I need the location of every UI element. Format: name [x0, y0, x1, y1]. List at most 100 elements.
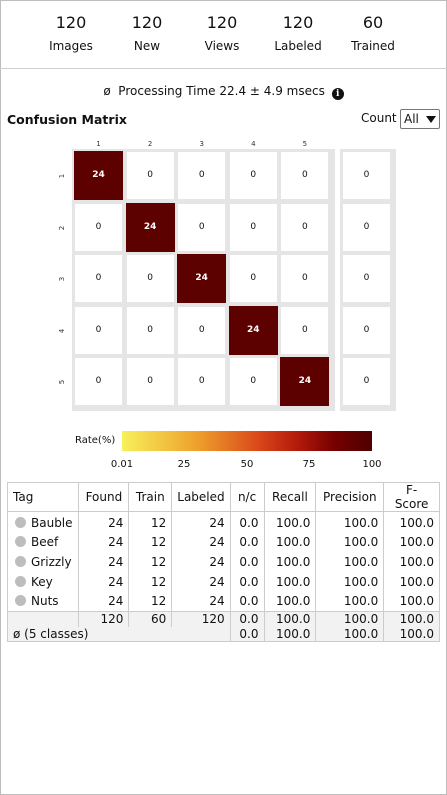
precision-cell: 100.0 — [315, 511, 385, 532]
matrix-cell[interactable]: 0 — [178, 203, 226, 251]
matrix-cell[interactable]: 0 — [126, 255, 174, 303]
tag-cell: Nuts — [6, 591, 80, 612]
total-precision: 100.0 — [315, 611, 385, 627]
found-cell: 24 — [78, 571, 130, 592]
count-filter-select[interactable]: All — [400, 109, 440, 129]
matrix-cell[interactable]: 24 — [177, 254, 227, 304]
labeled-cell: 24 — [171, 531, 231, 552]
precision-cell: 100.0 — [315, 551, 385, 572]
total-labeled: 120 — [171, 611, 231, 627]
matrix-cell[interactable]: 0 — [75, 203, 122, 251]
table-row[interactable]: Beef 24 12 24 0.0 100.0 100.0 100.0 — [6, 531, 440, 552]
tag-cell: Key — [6, 571, 80, 592]
tag-cell: Grizzly — [6, 551, 80, 572]
tag-name: Grizzly — [31, 554, 72, 569]
stat-value: 120 — [55, 13, 87, 32]
matrix-cell[interactable]: 24 — [125, 202, 175, 252]
tag-color-dot — [15, 535, 26, 547]
matrix-cell[interactable]: 0 — [75, 358, 122, 406]
total-nc: 0.0 — [229, 611, 265, 627]
tag-name: Key — [31, 574, 53, 589]
matrix-separator — [335, 149, 340, 411]
caret-down-icon — [426, 116, 436, 123]
matrix-cell[interactable]: 0 — [229, 255, 277, 303]
column-header-found[interactable]: Found — [78, 482, 130, 512]
labeled-cell: 24 — [171, 511, 231, 532]
nc-cell: 0.0 — [229, 571, 265, 592]
stat-label: Labeled — [274, 39, 322, 53]
stat-label: Images — [49, 39, 93, 53]
colorbar-tick: 100 — [362, 459, 382, 470]
precision-cell: 100.0 — [315, 571, 385, 592]
matrix-cell[interactable]: 0 — [281, 306, 329, 354]
tag-color-dot — [15, 595, 26, 607]
metrics-table: Tag Found Train Labeled n/c Recall Preci… — [6, 482, 440, 642]
table-row[interactable]: Bauble 24 12 24 0.0 100.0 100.0 100.0 — [6, 511, 440, 532]
count-label: Count — [361, 111, 397, 125]
tag-name: Nuts — [31, 594, 59, 609]
row-index-label: 2 — [58, 225, 66, 230]
column-header-tag[interactable]: Tag — [6, 482, 80, 512]
table-row[interactable]: Grizzly 24 12 24 0.0 100.0 100.0 100.0 — [6, 551, 440, 572]
column-index-label: 5 — [302, 140, 308, 148]
tag-name: Bauble — [31, 515, 73, 530]
row-index-label: 4 — [58, 328, 66, 334]
labeled-cell: 24 — [171, 571, 231, 592]
matrix-cell[interactable]: 0 — [281, 203, 329, 251]
stats-bar: 120 Images 120 New 120 Views 120 Labeled… — [0, 13, 447, 55]
matrix-cell[interactable]: 0 — [281, 255, 329, 303]
info-icon[interactable]: i — [331, 88, 344, 100]
column-header-nc[interactable]: n/c — [229, 482, 265, 512]
precision-cell: 100.0 — [315, 531, 385, 552]
header-divider — [0, 68, 447, 69]
colorbar-tick: 25 — [177, 459, 191, 470]
row-index-label: 3 — [58, 276, 66, 282]
unmatched-cell[interactable]: 0 — [343, 152, 390, 199]
colorbar-gradient — [122, 431, 372, 451]
table-row[interactable]: Nuts 24 12 24 0.0 100.0 100.0 100.0 — [6, 591, 440, 612]
matrix-cell[interactable]: 0 — [126, 358, 174, 406]
average-label: ø (5 classes) — [7, 626, 231, 642]
confusion-matrix-title: Confusion Matrix — [7, 112, 127, 127]
matrix-cell[interactable]: 24 — [74, 151, 123, 200]
select-value: All — [404, 112, 419, 126]
table-row[interactable]: Key 24 12 24 0.0 100.0 100.0 100.0 — [6, 571, 440, 592]
matrix-cell[interactable]: 0 — [178, 306, 226, 354]
found-cell: 24 — [78, 551, 130, 572]
column-header-precision[interactable]: Precision — [315, 482, 385, 512]
unmatched-cell[interactable]: 0 — [343, 306, 390, 354]
matrix-cell[interactable]: 0 — [229, 358, 277, 406]
matrix-cell[interactable]: 24 — [280, 357, 330, 407]
matrix-cell[interactable]: 0 — [229, 203, 277, 251]
matrix-cell[interactable]: 0 — [75, 255, 122, 303]
unmatched-cell[interactable]: 0 — [343, 358, 390, 406]
column-index-label: 1 — [96, 140, 101, 148]
matrix-cell[interactable]: 0 — [126, 306, 174, 354]
total-train: 60 — [128, 611, 173, 627]
avg-precision: 100.0 — [315, 626, 385, 642]
processing-time-text: Processing Time 22.4 ± 4.9 msecs — [118, 84, 325, 98]
table-header-row: Tag Found Train Labeled n/c Recall Preci… — [6, 482, 440, 512]
column-header-recall[interactable]: Recall — [263, 482, 317, 512]
matrix-cell[interactable]: 0 — [281, 152, 329, 199]
found-cell: 24 — [78, 591, 130, 612]
column-header-labeled[interactable]: Labeled — [171, 482, 231, 512]
stat-value: 120 — [206, 13, 238, 32]
total-fscore: 100.0 — [383, 611, 440, 627]
stat-labeled: 120 Labeled — [258, 13, 338, 54]
recall-cell: 100.0 — [263, 511, 317, 532]
column-header-train[interactable]: Train — [128, 482, 173, 512]
tag-cell: Bauble — [6, 511, 80, 532]
matrix-cell[interactable]: 0 — [126, 152, 174, 199]
matrix-cell[interactable]: 24 — [228, 305, 278, 355]
matrix-cell[interactable]: 0 — [178, 358, 226, 406]
matrix-cell[interactable]: 0 — [178, 152, 226, 199]
unmatched-cell[interactable]: 0 — [343, 255, 390, 303]
tag-color-dot — [15, 555, 26, 567]
unmatched-cell[interactable]: 0 — [343, 203, 390, 251]
colorbar-tick: 75 — [302, 459, 316, 470]
matrix-cell[interactable]: 0 — [229, 152, 277, 199]
tag-cell: Beef — [6, 531, 80, 552]
matrix-cell[interactable]: 0 — [75, 306, 122, 354]
column-header-fscore[interactable]: F-Score — [383, 482, 440, 512]
